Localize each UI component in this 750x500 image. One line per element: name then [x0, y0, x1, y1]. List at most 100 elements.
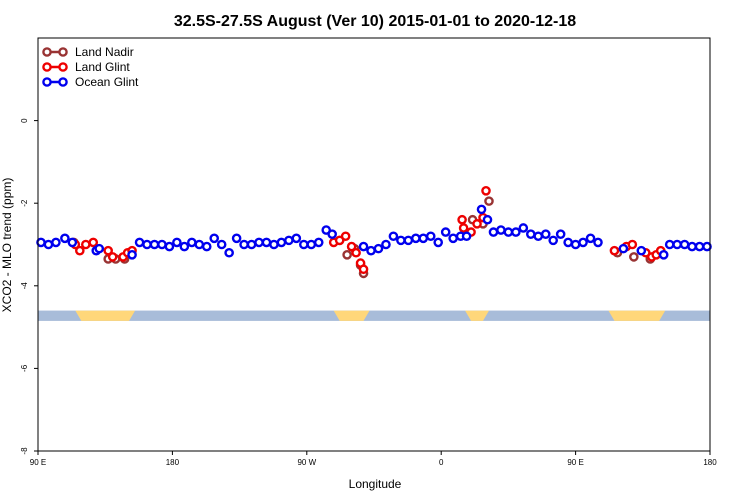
x-axis-label: Longitude [349, 477, 402, 491]
data-point-ocean-glint [476, 204, 487, 215]
data-point-ocean-glint [585, 233, 596, 244]
data-point-ocean-glint [67, 237, 78, 248]
data-point-ocean-glint [679, 239, 690, 250]
data-point-land-glint [481, 186, 491, 196]
y-axis-label: XCO2 - MLO trend (ppm) [0, 178, 14, 313]
data-point-ocean-glint [194, 239, 205, 250]
data-point-land-glint [358, 264, 369, 275]
data-point-ocean-glint [488, 227, 499, 237]
data-point-land-glint [346, 241, 357, 252]
data-point-ocean-glint [134, 237, 145, 248]
data-point-ocean-glint [187, 237, 197, 248]
data-point-ocean-glint [172, 237, 182, 248]
data-point-land-nadir [629, 252, 639, 262]
data-point-ocean-glint [209, 233, 220, 244]
data-point-land-glint [609, 245, 620, 256]
data-point-ocean-glint [636, 245, 647, 256]
data-point-ocean-glint [433, 237, 444, 248]
legend-item-land-glint: Land Glint [42, 60, 130, 74]
x-tick-label: 90 E [567, 458, 583, 467]
data-point-ocean-glint [425, 231, 436, 242]
data-point-ocean-glint [43, 239, 54, 250]
x-tick-label: 90 W [297, 458, 316, 467]
land-segment [75, 310, 136, 321]
data-point-ocean-glint [418, 233, 429, 244]
data-point-ocean-glint [94, 243, 105, 254]
data-point-ocean-glint [687, 241, 697, 252]
data-points [36, 186, 712, 279]
data-point-ocean-glint [254, 237, 264, 248]
x-tick-label: 0 [439, 458, 444, 467]
data-point-ocean-glint [231, 233, 242, 244]
data-point-ocean-glint [570, 239, 581, 250]
data-point-ocean-glint [149, 239, 160, 250]
legend-item-ocean-glint: Ocean Glint [42, 75, 139, 89]
data-point-ocean-glint [482, 214, 493, 225]
data-point-ocean-glint [702, 241, 712, 252]
data-point-ocean-glint [313, 237, 324, 248]
data-point-ocean-glint [672, 239, 682, 250]
data-point-ocean-glint [179, 241, 190, 252]
data-point-ocean-glint [555, 229, 566, 239]
data-point-ocean-glint [60, 233, 70, 244]
data-point-ocean-glint [373, 243, 384, 254]
data-point-ocean-glint [299, 239, 309, 250]
legend-marker [58, 47, 68, 57]
data-point-ocean-glint [388, 231, 399, 242]
series-ocean-glint [36, 204, 712, 260]
data-point-land-glint [340, 231, 351, 242]
x-tick-label: 90 E [30, 458, 46, 467]
data-point-land-glint [88, 237, 99, 248]
data-point-ocean-glint [396, 235, 406, 246]
y-tick-label: -8 [20, 447, 29, 455]
data-point-ocean-glint [503, 227, 514, 237]
data-point-ocean-glint [157, 239, 167, 250]
legend-item-land-nadir: Land Nadir [42, 45, 134, 59]
data-point-ocean-glint [142, 239, 152, 250]
x-tick-label: 180 [703, 458, 717, 467]
data-point-ocean-glint [540, 229, 551, 239]
ocean-band [38, 310, 710, 321]
data-point-ocean-glint [261, 237, 272, 248]
data-point-ocean-glint [246, 239, 257, 250]
data-point-ocean-glint [563, 237, 573, 248]
data-point-ocean-glint [381, 239, 391, 250]
legend-marker [42, 47, 52, 57]
land-segment [465, 310, 489, 321]
data-point-land-glint [80, 239, 91, 250]
data-point-ocean-glint [327, 229, 337, 239]
data-point-ocean-glint [448, 233, 458, 244]
data-point-land-glint [351, 247, 361, 258]
data-point-ocean-glint [548, 235, 559, 246]
data-point-ocean-glint [291, 233, 302, 244]
data-point-ocean-glint [306, 239, 317, 250]
legend-marker [58, 62, 68, 72]
land-segment [333, 310, 370, 321]
data-point-land-nadir [342, 250, 352, 260]
y-tick-label: -4 [20, 282, 29, 290]
legend-label: Land Nadir [75, 45, 134, 59]
data-point-land-glint [75, 245, 85, 256]
land-segment [608, 310, 666, 321]
data-point-land-glint [107, 252, 118, 262]
plot-frame [37, 37, 711, 452]
legend-label: Ocean Glint [75, 75, 139, 89]
data-point-ocean-glint [127, 250, 137, 260]
data-point-ocean-glint [366, 245, 376, 256]
data-point-land-nadir [484, 196, 494, 206]
data-point-ocean-glint [51, 237, 61, 248]
data-point-ocean-glint [511, 227, 521, 237]
data-point-ocean-glint [496, 225, 506, 235]
data-point-ocean-glint [201, 241, 212, 252]
data-point-ocean-glint [461, 231, 472, 242]
data-point-land-glint [627, 239, 638, 250]
data-point-ocean-glint [224, 247, 234, 258]
data-point-ocean-glint [593, 237, 603, 248]
data-point-ocean-glint [403, 235, 414, 246]
y-tick-label: 0 [20, 118, 29, 123]
legend-marker [58, 77, 68, 87]
data-point-land-glint [457, 214, 467, 225]
data-point-ocean-glint [578, 237, 588, 248]
data-point-land-glint [472, 219, 482, 229]
